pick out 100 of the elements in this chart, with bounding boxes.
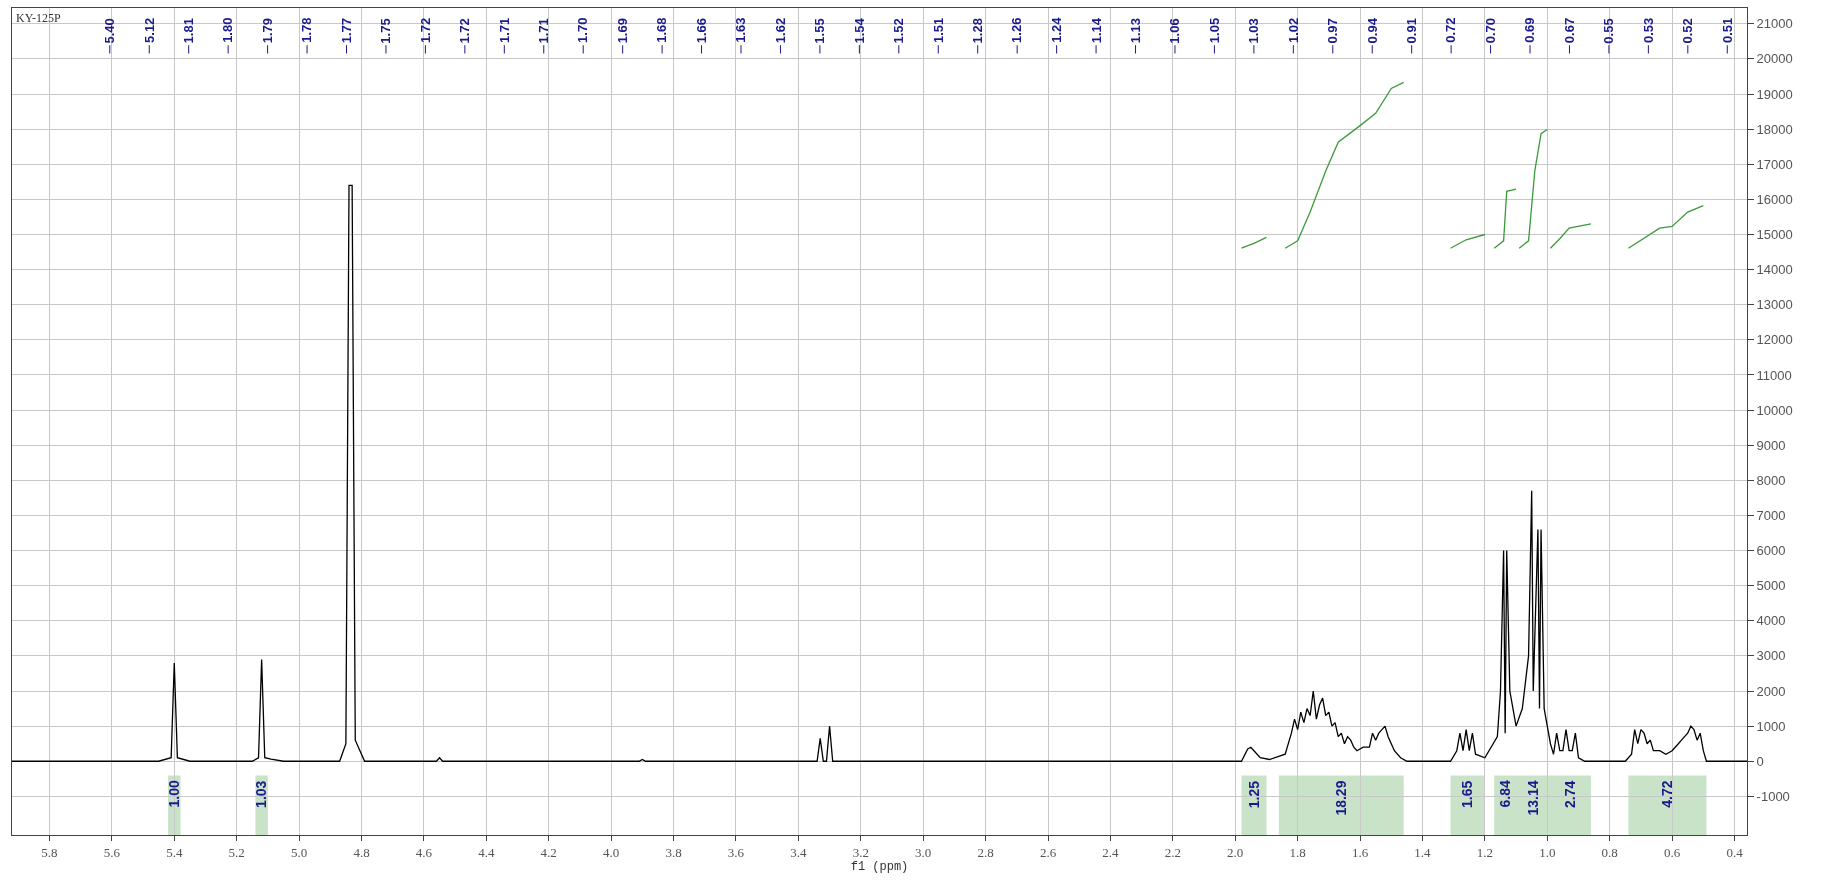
annotation: 1.80 [220, 17, 236, 43]
annotation: 0.52 [1680, 18, 1696, 44]
y-tick-label: 3000 [1756, 648, 1786, 664]
y-tick-label: 16000 [1756, 191, 1793, 207]
y-tick-label: 4000 [1756, 613, 1786, 629]
band-label: 1.03 [253, 780, 270, 808]
x-tick-label: 3.8 [665, 844, 682, 860]
x-tick-label: 4.4 [478, 844, 495, 860]
x-tick-label: 0.6 [1663, 844, 1681, 860]
annotation: 5.12 [141, 17, 157, 43]
y-tick-label: 2000 [1756, 683, 1786, 699]
x-tick-label: 5.2 [228, 844, 245, 860]
band-label: 2.74 [1562, 780, 1579, 808]
x-tick-label: 5.4 [166, 844, 183, 860]
x-tick-label: 1.4 [1414, 844, 1432, 860]
annotation: 1.71 [536, 18, 552, 44]
y-tick-label: 5000 [1756, 578, 1786, 594]
line-series [12, 184, 1747, 762]
y-tick-label: 18000 [1756, 121, 1793, 137]
annotation: 1.24 [1049, 16, 1065, 43]
annotation: 1.71 [496, 17, 512, 44]
x-tick-label: 2.4 [1102, 844, 1120, 860]
annotation: 1.55 [812, 18, 828, 44]
annotation: KY-125P [16, 11, 61, 25]
annotation: 1.52 [891, 18, 907, 44]
y-tick-label: 21000 [1756, 16, 1793, 32]
band-label: 1.00 [166, 780, 183, 808]
annotation: 1.72 [417, 17, 433, 44]
annotation: 0.55 [1601, 18, 1617, 44]
x-tick-label: 1.6 [1351, 844, 1369, 860]
annotation: 1.28 [970, 18, 985, 44]
annotation: 0.97 [1325, 18, 1341, 44]
annotation: 1.51 [930, 17, 946, 43]
line-series [1627, 205, 1704, 249]
y-tick-label: 15000 [1756, 227, 1793, 243]
annotation: 1.03 [1246, 18, 1262, 44]
annotation: 0.53 [1640, 17, 1656, 44]
line-series [1493, 188, 1517, 249]
x-tick-label: 4.2 [540, 844, 557, 860]
annotation: 1.77 [338, 17, 354, 44]
annotation: 1.79 [259, 18, 275, 44]
annotation: 1.06 [1167, 18, 1183, 44]
x-tick-label: 2.6 [1039, 844, 1057, 860]
y-tick-label: -1000 [1756, 788, 1790, 804]
annotation: 1.54 [852, 17, 868, 44]
annotation: 1.68 [654, 17, 670, 43]
band-label: 13.14 [1524, 780, 1541, 816]
annotation: 1.81 [180, 18, 196, 44]
band-label: 6.84 [1496, 779, 1513, 808]
annotation: 1.70 [575, 17, 591, 43]
annotation: 0.91 [1403, 18, 1419, 44]
y-tick-label: 17000 [1756, 156, 1793, 172]
x-tick-label: 3.6 [727, 844, 745, 860]
annotation: 0.51 [1719, 17, 1735, 43]
x-tick-label: 3.2 [852, 844, 869, 860]
x-tick-label: 2.2 [1164, 844, 1181, 860]
annotation: 1.26 [1009, 17, 1025, 43]
band-label: 1.25 [1245, 780, 1262, 809]
line-series [1549, 223, 1592, 249]
annotation: 1.62 [772, 17, 788, 44]
annotation: 0.72 [1443, 17, 1459, 43]
x-tick-label: 1.0 [1539, 844, 1556, 860]
x-tick-label: 2.8 [977, 844, 994, 860]
band-label: 1.65 [1459, 780, 1476, 808]
line-series [1518, 128, 1548, 249]
x-tick-label: 0.4 [1726, 844, 1744, 860]
y-tick-label: 10000 [1756, 402, 1793, 418]
annotation: 1.02 [1285, 17, 1301, 44]
annotation: 1.72 [457, 18, 473, 44]
annotation: 1.78 [299, 17, 315, 43]
band-label: 4.72 [1659, 780, 1676, 808]
annotation: 1.14 [1088, 17, 1104, 44]
x-tick-label: 3.4 [790, 844, 807, 860]
annotation: 1.69 [614, 18, 630, 44]
y-tick-label: 12000 [1756, 332, 1793, 348]
x-axis-title: f1 (ppm) [850, 859, 909, 874]
y-tick-label: 11000 [1756, 367, 1792, 383]
y-tick-label: 6000 [1756, 543, 1786, 559]
annotation: 0.67 [1561, 17, 1577, 44]
x-tick-label: 5.8 [41, 844, 58, 860]
x-tick-label: 2.0 [1227, 844, 1244, 860]
annotation: 1.05 [1206, 17, 1222, 44]
annotation: 0.70 [1482, 17, 1498, 44]
line-series [1284, 81, 1405, 249]
x-tick-label: 4.6 [415, 844, 433, 860]
x-tick-label: 3.0 [915, 844, 932, 860]
y-tick-label: 13000 [1756, 297, 1793, 313]
annotation: 0.69 [1522, 17, 1538, 43]
y-tick-label: 19000 [1756, 86, 1793, 102]
y-tick-label: 9000 [1756, 437, 1786, 453]
annotation: 5.40 [102, 18, 118, 44]
x-tick-label: 5.0 [290, 844, 308, 860]
band-label: 18.29 [1333, 780, 1350, 816]
x-tick-label: 0.8 [1601, 844, 1618, 860]
y-tick-label: 1000 [1756, 718, 1786, 734]
x-tick-label: 1.8 [1289, 844, 1306, 860]
y-tick-label: 8000 [1756, 472, 1786, 488]
x-tick-label: 5.6 [103, 844, 121, 860]
x-tick-label: 1.2 [1476, 844, 1494, 860]
y-tick-label: 20000 [1756, 51, 1793, 67]
